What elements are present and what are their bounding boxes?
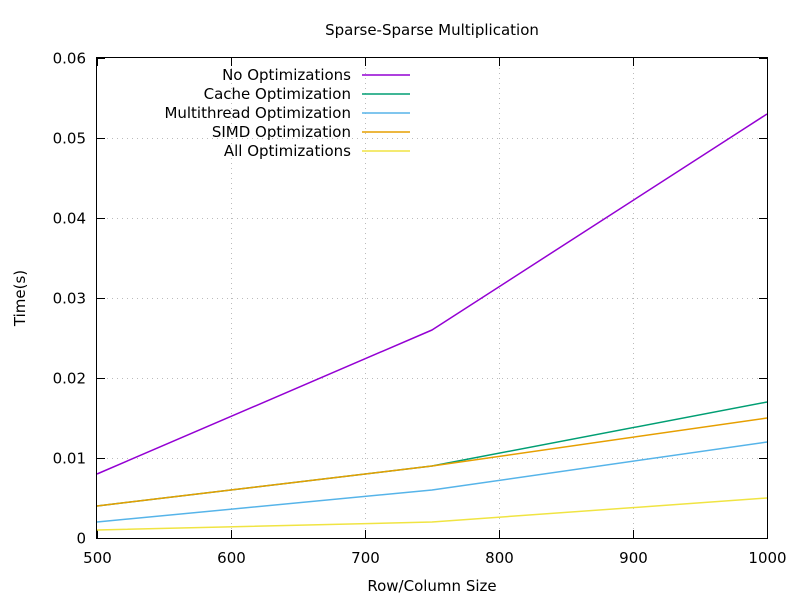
x-tick-label: 1000 [748,549,786,567]
x-tick-label: 700 [351,549,380,567]
y-tick-label: 0.05 [53,130,86,148]
legend-label: SIMD Optimization [212,123,351,141]
series-line-4 [96,417,768,507]
x-tick-label: 900 [619,549,648,567]
legend-label: Multithread Optimization [164,104,351,122]
series-lines [96,113,768,531]
x-tick-label: 600 [217,549,246,567]
y-tick-label: 0.06 [53,50,86,68]
y-axis-label: Time(s) [11,270,29,327]
y-tick-label: 0.02 [53,370,86,388]
legend-label: All Optimizations [224,142,351,160]
grid-lines [97,58,767,538]
legend-label: No Optimizations [222,66,351,84]
series-line-1 [96,113,768,475]
x-axis-label: Row/Column Size [367,577,496,595]
x-tick-label: 800 [485,549,514,567]
plot-border [96,57,768,539]
series-line-3 [96,441,768,523]
series-line-5 [96,497,768,531]
x-tick-label: 500 [83,549,112,567]
y-tick-label: 0.01 [53,450,86,468]
y-tick-label: 0.04 [53,210,86,228]
y-tick-label: 0.03 [53,290,86,308]
x-tick-labels: 500 600 700 800 900 1000 [83,549,786,567]
y-tick-labels: 0 0.01 0.02 0.03 0.04 0.05 0.06 [53,50,86,548]
y-tick-label: 0 [76,530,86,548]
legend-label: Cache Optimization [204,85,351,103]
chart-title: Sparse-Sparse Multiplication [325,21,539,39]
